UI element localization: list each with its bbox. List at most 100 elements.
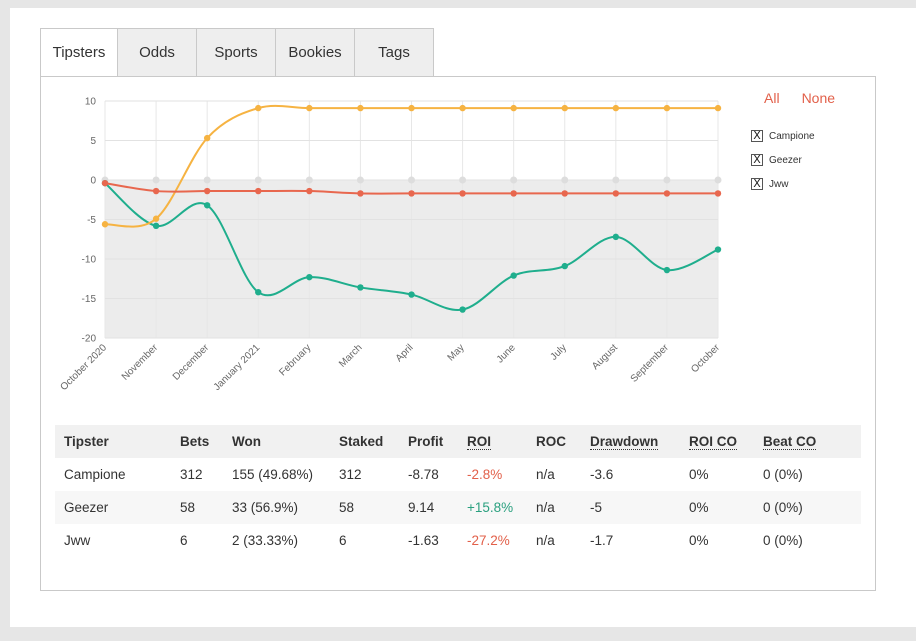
x-tick-label: June — [495, 342, 518, 365]
data-point-campione — [306, 273, 313, 281]
tab-bookies[interactable]: Bookies — [276, 28, 355, 77]
data-point-geezer — [612, 104, 620, 112]
cell-drawdown: -3.6 — [581, 458, 680, 491]
col-header-staked[interactable]: Staked — [330, 425, 399, 458]
legend-item-campione[interactable]: X Campione — [751, 124, 815, 148]
col-header-tipster[interactable]: Tipster — [55, 425, 171, 458]
data-point-jww — [357, 190, 364, 197]
data-point-geezer — [714, 104, 722, 112]
data-point-geezer — [152, 215, 160, 222]
cell-tipster: Geezer — [55, 491, 171, 524]
col-header-beat-co[interactable]: Beat CO — [754, 425, 861, 458]
zero-marker — [510, 176, 518, 184]
x-tick-label: May — [446, 342, 467, 363]
data-point-jww — [203, 187, 211, 195]
checkbox-icon[interactable]: X — [751, 154, 763, 166]
select-none-link[interactable]: None — [801, 90, 836, 106]
zero-marker — [612, 176, 620, 184]
cell-roi: +15.8% — [458, 491, 527, 524]
col-header-drawdown[interactable]: Drawdown — [581, 425, 680, 458]
data-point-geezer — [306, 104, 313, 112]
x-tick-label: November — [120, 342, 161, 383]
legend-label: Jww — [769, 178, 789, 190]
cell-beat-co: 0 (0%) — [754, 458, 861, 491]
data-point-campione — [459, 306, 466, 313]
legend-item-geezer[interactable]: X Geezer — [751, 148, 815, 172]
data-point-campione — [255, 288, 262, 296]
tipster-stats-table: Tipster Bets Won Staked Profit ROI ROC D… — [55, 425, 861, 557]
tab-bar: Tipsters Odds Sports Bookies Tags — [40, 28, 434, 77]
cell-beat-co: 0 (0%) — [754, 491, 861, 524]
data-point-jww — [561, 190, 568, 197]
roi-co-header-label: ROI CO — [689, 434, 738, 450]
x-tick-label: January 2021 — [212, 342, 263, 393]
checkbox-icon[interactable]: X — [751, 130, 763, 142]
y-tick-label: -15 — [82, 294, 97, 305]
x-tick-label: July — [549, 342, 569, 362]
drawdown-header-label: Drawdown — [590, 434, 659, 450]
data-point-campione — [152, 222, 160, 230]
x-tick-label: February — [277, 342, 313, 378]
cell-roi-co: 0% — [680, 491, 754, 524]
data-point-jww — [663, 190, 671, 197]
data-point-geezer — [101, 221, 109, 228]
cell-beat-co: 0 (0%) — [754, 524, 861, 557]
data-point-geezer — [408, 104, 415, 112]
zero-marker — [408, 176, 415, 184]
y-tick-label: -20 — [82, 334, 97, 345]
cell-bets: 6 — [171, 524, 223, 557]
cell-won: 33 (56.9%) — [223, 491, 330, 524]
cell-roi: -2.8% — [458, 458, 527, 491]
data-point-geezer — [255, 104, 262, 112]
cell-won: 2 (33.33%) — [223, 524, 330, 557]
data-point-campione — [561, 262, 568, 270]
y-tick-label: 0 — [90, 176, 96, 187]
cell-won: 155 (49.68%) — [223, 458, 330, 491]
cell-roi-co: 0% — [680, 524, 754, 557]
legend-actions: All None — [764, 90, 835, 106]
zero-marker — [203, 176, 211, 184]
data-point-jww — [255, 187, 262, 195]
data-point-jww — [152, 187, 160, 195]
data-point-campione — [510, 272, 517, 279]
data-point-jww — [510, 190, 517, 197]
legend: X Campione X Geezer X Jww — [751, 124, 815, 196]
beat-co-header-label: Beat CO — [763, 434, 817, 450]
col-header-roi[interactable]: ROI — [458, 425, 527, 458]
table-row: Geezer 58 33 (56.9%) 58 9.14 +15.8% n/a … — [55, 491, 861, 524]
cell-roi-co: 0% — [680, 458, 754, 491]
col-header-roi-co[interactable]: ROI CO — [680, 425, 754, 458]
checkbox-icon[interactable]: X — [751, 178, 763, 190]
x-tick-label: October 2020 — [58, 342, 109, 393]
x-tick-label: December — [171, 342, 212, 383]
col-header-won[interactable]: Won — [223, 425, 330, 458]
y-tick-label: 5 — [90, 136, 96, 147]
legend-item-jww[interactable]: X Jww — [751, 172, 815, 196]
col-header-profit[interactable]: Profit — [399, 425, 458, 458]
tab-sports[interactable]: Sports — [197, 28, 276, 77]
select-all-link[interactable]: All — [764, 90, 780, 106]
cell-bets: 312 — [171, 458, 223, 491]
zero-marker — [254, 176, 262, 184]
col-header-roc[interactable]: ROC — [527, 425, 581, 458]
cell-roc: n/a — [527, 491, 581, 524]
data-point-campione — [203, 202, 211, 209]
y-tick-label: -10 — [82, 255, 97, 266]
x-tick-label: April — [394, 342, 416, 364]
legend-label: Geezer — [769, 154, 802, 166]
data-point-jww — [306, 187, 313, 195]
data-point-campione — [357, 284, 364, 291]
cell-roc: n/a — [527, 458, 581, 491]
zero-marker — [714, 176, 722, 184]
cell-tipster: Campione — [55, 458, 171, 491]
cell-roc: n/a — [527, 524, 581, 557]
cell-profit: 9.14 — [399, 491, 458, 524]
table-header-row: Tipster Bets Won Staked Profit ROI ROC D… — [55, 425, 861, 458]
col-header-bets[interactable]: Bets — [171, 425, 223, 458]
tab-tipsters[interactable]: Tipsters — [40, 28, 118, 77]
data-point-campione — [612, 233, 620, 241]
data-point-geezer — [203, 134, 211, 142]
cell-roi: -27.2% — [458, 524, 527, 557]
tab-tags[interactable]: Tags — [355, 28, 434, 77]
